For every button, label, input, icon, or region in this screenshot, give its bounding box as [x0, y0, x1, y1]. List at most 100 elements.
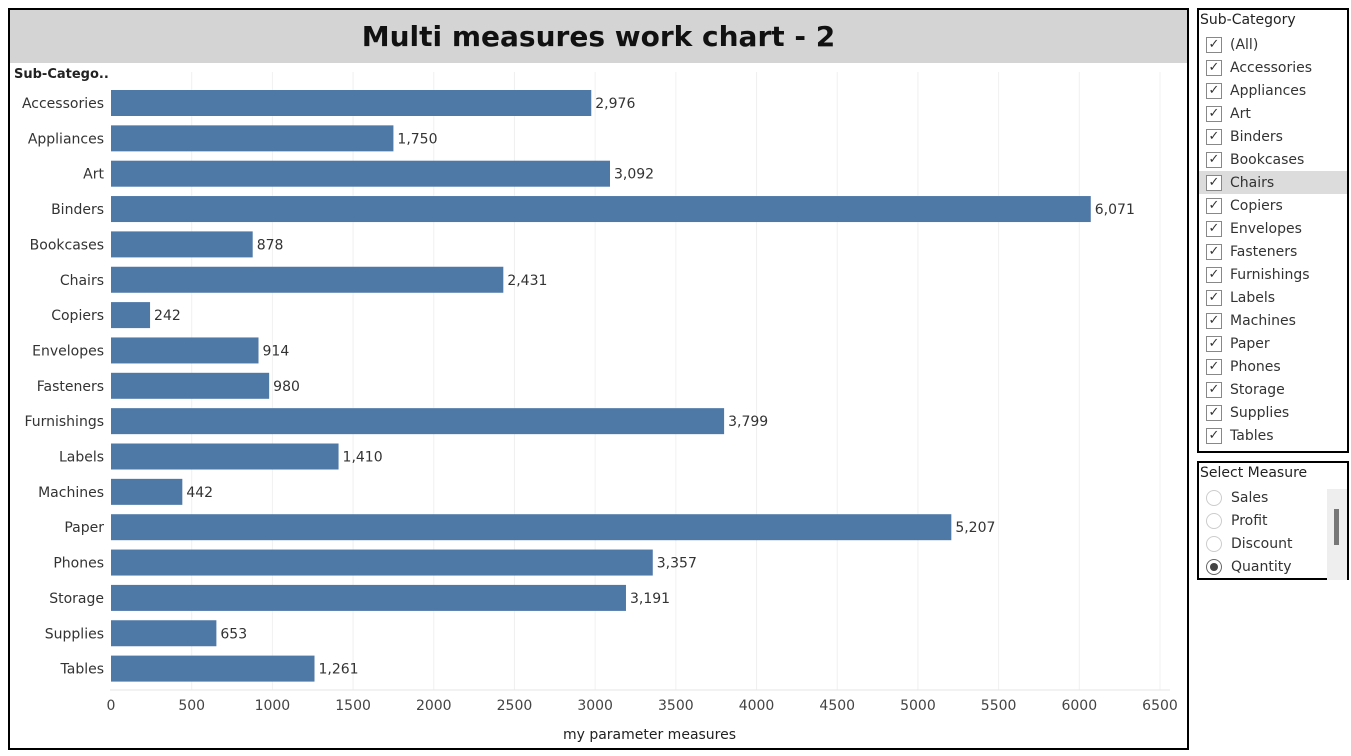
checkbox[interactable]: ✓ — [1206, 427, 1222, 444]
data-label: 914 — [263, 343, 290, 359]
filter-item-label: Envelopes — [1230, 220, 1302, 237]
checkbox[interactable]: ✓ — [1206, 82, 1222, 99]
filter-item[interactable]: ✓ Fasteners — [1199, 240, 1347, 263]
category-label: Tables — [60, 662, 105, 678]
filter-item[interactable]: ✓ Appliances — [1199, 79, 1347, 102]
checkbox[interactable]: ✓ — [1206, 381, 1222, 398]
x-tick-label: 5500 — [981, 698, 1017, 714]
category-label: Supplies — [45, 626, 104, 642]
bar-binders — [111, 196, 1091, 223]
filter-item[interactable]: ✓ Art — [1199, 102, 1347, 125]
checkbox[interactable]: ✓ — [1206, 105, 1222, 122]
filter-item[interactable]: ✓ Copiers — [1199, 194, 1347, 217]
x-tick-label: 2000 — [416, 698, 452, 714]
filter-item[interactable]: ✓ Furnishings — [1199, 263, 1347, 286]
filter-item[interactable]: ✓ Labels — [1199, 286, 1347, 309]
filter-item[interactable]: ✓ (All) — [1199, 33, 1347, 56]
radio-button[interactable] — [1206, 489, 1222, 506]
category-label: Envelopes — [32, 343, 104, 359]
checkbox[interactable]: ✓ — [1206, 174, 1222, 191]
bar-chart: 0 500 1000 1500 2000 2500 3000 3500 4000 4500 5000… — [22, 72, 1178, 743]
bar-supplies — [111, 620, 217, 647]
chart-title: Multi measures work chart - 2 — [361, 20, 836, 53]
x-tick-label: 3500 — [658, 698, 694, 714]
checkbox[interactable]: ✓ — [1206, 266, 1222, 283]
data-label: 2,431 — [507, 273, 547, 289]
x-tick-label: 4500 — [819, 698, 855, 714]
scroll-thumb[interactable] — [1334, 509, 1339, 545]
data-label: 1,261 — [319, 662, 359, 678]
row-header[interactable]: Sub-Catego.. — [14, 67, 109, 82]
category-label: Art — [83, 167, 104, 183]
filter-item-label: Binders — [1230, 128, 1283, 145]
measure-option[interactable]: Sales — [1199, 486, 1347, 509]
filter-item[interactable]: ✓ Tables — [1199, 424, 1347, 447]
filter-item-label: Appliances — [1230, 82, 1307, 99]
measure-scrollbar[interactable] — [1327, 489, 1347, 580]
x-tick-label: 5000 — [900, 698, 936, 714]
filter-item[interactable]: ✓ Envelopes — [1199, 217, 1347, 240]
filter-item[interactable]: ✓ Machines — [1199, 309, 1347, 332]
filter-item[interactable]: ✓ Binders — [1199, 125, 1347, 148]
bar-chairs — [111, 266, 504, 293]
sub-category-filter: Sub-Category ✓ (All) ✓ Accessories ✓ Applianc… — [1197, 8, 1349, 453]
bar-appliances — [111, 125, 394, 152]
filter-item-label: Furnishings — [1230, 266, 1310, 283]
radio-button[interactable] — [1206, 535, 1222, 552]
filter-item-label: Art — [1230, 105, 1251, 122]
x-tick-label: 3000 — [577, 698, 613, 714]
checkbox[interactable]: ✓ — [1206, 312, 1222, 329]
filter-item-label: Labels — [1230, 289, 1276, 306]
x-tick-label: 500 — [178, 698, 205, 714]
checkbox[interactable]: ✓ — [1206, 36, 1222, 53]
bar-copiers — [111, 302, 151, 329]
checkbox[interactable]: ✓ — [1206, 128, 1222, 145]
measure-option[interactable]: Quantity — [1199, 555, 1347, 578]
radio-button[interactable] — [1206, 512, 1222, 529]
filter-title: Sub-Category — [1200, 12, 1296, 28]
filter-item[interactable]: ✓ Phones — [1199, 355, 1347, 378]
category-label: Fasteners — [37, 379, 104, 395]
filter-item[interactable]: ✓ Accessories — [1199, 56, 1347, 79]
measure-option[interactable]: Discount — [1199, 532, 1347, 555]
chart-panel: Multi measures work chart - 2 Sub-Catego… — [8, 8, 1189, 750]
bar-phones — [111, 549, 653, 576]
checkbox[interactable]: ✓ — [1206, 335, 1222, 352]
x-axis-title: my parameter measures — [563, 727, 736, 743]
filter-item-label: Tables — [1230, 427, 1274, 444]
bar-envelopes — [111, 337, 259, 364]
category-label: Phones — [53, 556, 104, 572]
checkbox[interactable]: ✓ — [1206, 151, 1222, 168]
data-label: 1,750 — [397, 131, 437, 147]
filter-item[interactable]: ✓ Supplies — [1199, 401, 1347, 424]
filter-list: ✓ (All) ✓ Accessories ✓ Appliances ✓ Art ✓ Binder… — [1199, 33, 1347, 447]
checkbox[interactable]: ✓ — [1206, 243, 1222, 260]
bar-art — [111, 160, 611, 187]
measure-option-label: Quantity — [1231, 558, 1292, 575]
bar-furnishings — [111, 408, 725, 435]
filter-item-label: Bookcases — [1230, 151, 1305, 168]
measure-option[interactable]: Profit — [1199, 509, 1347, 532]
filter-item[interactable]: ✓ Storage — [1199, 378, 1347, 401]
x-tick-label: 4000 — [739, 698, 775, 714]
data-label: 6,071 — [1095, 202, 1135, 218]
x-tick-label: 1500 — [335, 698, 371, 714]
checkbox[interactable]: ✓ — [1206, 197, 1222, 214]
filter-item[interactable]: ✓ Bookcases — [1199, 148, 1347, 171]
category-label: Storage — [49, 591, 104, 607]
checkbox[interactable]: ✓ — [1206, 404, 1222, 421]
checkbox[interactable]: ✓ — [1206, 289, 1222, 306]
x-tick-label: 6000 — [1061, 698, 1097, 714]
filter-item[interactable]: ✓ Chairs — [1199, 171, 1347, 194]
filter-item-label: Storage — [1230, 381, 1285, 398]
radio-button[interactable] — [1206, 558, 1222, 575]
filter-item-label: Accessories — [1230, 59, 1313, 76]
filter-item[interactable]: ✓ Paper — [1199, 332, 1347, 355]
bar-labels — [111, 443, 339, 470]
checkbox[interactable]: ✓ — [1206, 358, 1222, 375]
checkbox[interactable]: ✓ — [1206, 59, 1222, 76]
data-label: 3,092 — [614, 167, 654, 183]
checkbox[interactable]: ✓ — [1206, 220, 1222, 237]
category-label: Furnishings — [24, 414, 104, 430]
category-label: Binders — [51, 202, 104, 218]
